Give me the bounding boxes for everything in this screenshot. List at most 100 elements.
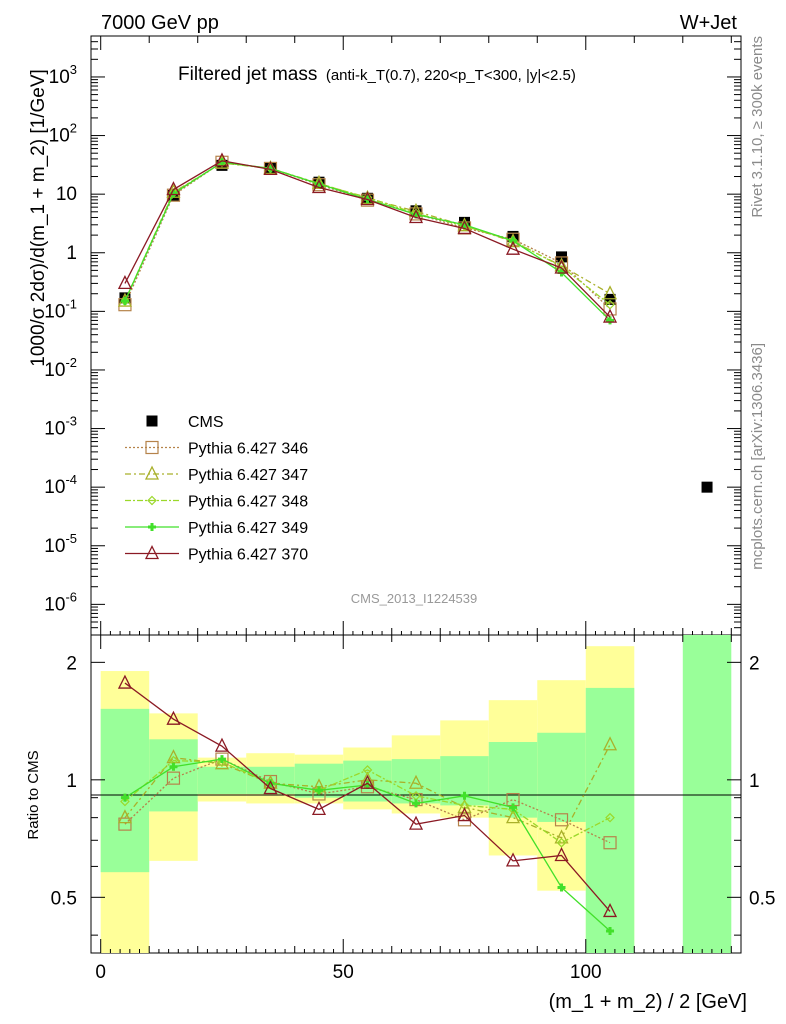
plot-title-detail: (anti-k_T(0.7), 220<p_T<300, |y|<2.5) [326, 67, 576, 84]
ratio-point-1-6 [408, 774, 424, 789]
ratio-point-0-9 [554, 813, 569, 827]
ratio-line-4 [124, 682, 611, 912]
y-axis-label-main: 1000/σ 2dσ)/d(m_1 + m_2) [1/GeV] [28, 69, 49, 367]
legend-label-5: Pythia 6.427 370 [188, 547, 308, 564]
ratio-point-3-7 [460, 791, 469, 800]
ratio-point-4-4 [311, 800, 327, 816]
ratio-point-0-2 [215, 752, 229, 766]
y-tick-label: 10-4 [44, 472, 77, 498]
legend-marker-3 [147, 495, 157, 506]
analysis-label: CMS_2013_I1224539 [351, 591, 478, 606]
plot-title: Filtered jet mass (anti-k_T(0.7), 220<p_… [178, 64, 576, 85]
ratio-tick-label-right: 1 [749, 771, 760, 792]
ratio-point-1-1 [166, 749, 181, 764]
ratio-point-0-1 [166, 771, 181, 785]
data-point-5-6 [408, 209, 424, 224]
y-tick-label: 1 [66, 243, 77, 264]
ratio-point-3-6 [412, 799, 420, 808]
x-axis-label: (m_1 + m_2) / 2 [GeV] [549, 991, 747, 1013]
legend-marker-0 [146, 415, 158, 427]
y-tick-label: 102 [49, 121, 77, 147]
legend-label-4: Pythia 6.427 349 [188, 520, 308, 537]
data-point-5-0 [117, 274, 133, 290]
ratio-point-4-6 [408, 815, 424, 830]
x-tick-label: 0 [95, 962, 106, 983]
y-tick-label: 10-6 [44, 589, 77, 615]
ratio-point-4-8 [505, 852, 521, 867]
legend-marker-5 [144, 545, 160, 560]
main-series [117, 152, 713, 493]
data-point-5-10 [602, 308, 618, 323]
ratio-point-2-10 [605, 812, 615, 823]
ratio-line-1 [124, 744, 611, 839]
data-point-5-3 [263, 160, 278, 176]
series-line-1 [124, 161, 611, 310]
x-tick-label: 100 [570, 962, 602, 983]
ratio-point-4-1 [166, 710, 181, 725]
main-panel-frame [90, 35, 742, 636]
ratio-series [117, 674, 618, 935]
ratio-point-3-0 [120, 793, 129, 802]
ratio-point-0-0 [118, 817, 132, 831]
legend: CMS Pythia 6.427 346 Pythia 6.427 347 Pythi… [125, 414, 308, 564]
ratio-point-1-9 [554, 829, 569, 844]
band-green-2 [197, 766, 247, 794]
ratio-point-1-10 [602, 736, 618, 751]
ratio-point-4-9 [554, 847, 569, 862]
data-point-0-10 [604, 293, 616, 305]
ratio-line-2 [124, 759, 611, 844]
series-line-2 [124, 162, 611, 302]
band-green-12 [682, 635, 732, 953]
data-point-0-11 [701, 481, 713, 493]
ratio-point-3-9 [557, 883, 566, 892]
data-point-5-4 [311, 179, 327, 194]
ratio-point-3-2 [217, 755, 226, 764]
legend-label-3: Pythia 6.427 348 [188, 494, 308, 511]
legend-marker-4 [148, 523, 156, 531]
ratio-point-4-3 [263, 780, 278, 795]
process-label: W+Jet [680, 12, 738, 34]
ratio-tick-label-left: 0.5 [51, 888, 77, 909]
axis-ticks [91, 35, 741, 953]
ratio-tick-label-right: 0.5 [749, 888, 775, 909]
band-green-0 [100, 708, 150, 873]
legend-label-1: Pythia 6.427 346 [188, 441, 308, 458]
legend-label-2: Pythia 6.427 347 [188, 467, 308, 484]
ratio-point-2-0 [120, 796, 130, 807]
data-point-5-5 [360, 191, 375, 206]
ratio-point-4-0 [117, 674, 133, 689]
ratio-point-2-5 [362, 765, 373, 775]
ratio-point-1-0 [117, 809, 133, 824]
y-tick-label: 10-2 [44, 355, 77, 381]
axis-tick-labels: 10-6 10-5 10-4 10-3 10-2 10-1 1 10 102 103 0 50 100 0… [44, 62, 775, 983]
data-point-1-6 [409, 207, 423, 221]
legend-marker-1 [145, 440, 159, 455]
data-point-2-10 [602, 285, 618, 300]
x-tick-label: 50 [333, 962, 354, 983]
plot-title-main: Filtered jet mass [178, 64, 317, 85]
legend-marker-2 [144, 465, 160, 480]
y-tick-label: 10 [56, 184, 77, 205]
band-green-9 [537, 732, 586, 822]
band-green-10 [585, 687, 635, 953]
ratio-point-3-1 [169, 762, 178, 771]
ratio-panel-frame [90, 634, 742, 954]
data-point-5-1 [166, 181, 181, 196]
ratio-point-4-10 [602, 902, 618, 918]
data-point-5-7 [457, 219, 472, 235]
data-point-5-8 [505, 240, 521, 255]
y-axis-label-ratio: Ratio to CMS [25, 750, 42, 839]
series-line-3 [124, 161, 611, 306]
ratio-point-4-7 [457, 807, 472, 822]
ratio-uncertainty-bands [100, 635, 732, 953]
ratio-line-0 [124, 758, 611, 844]
ratio-tick-label-left: 1 [66, 771, 77, 792]
ratio-point-3-8 [509, 803, 518, 812]
series-line-4 [124, 161, 611, 321]
series-line-5 [124, 160, 611, 318]
ratio-point-4-2 [214, 737, 230, 752]
data-point-5-9 [554, 259, 569, 274]
rivet-label: Rivet 3.1.10, ≥ 300k events [749, 36, 766, 218]
y-tick-label: 103 [49, 62, 77, 88]
data-point-5-2 [214, 152, 230, 167]
